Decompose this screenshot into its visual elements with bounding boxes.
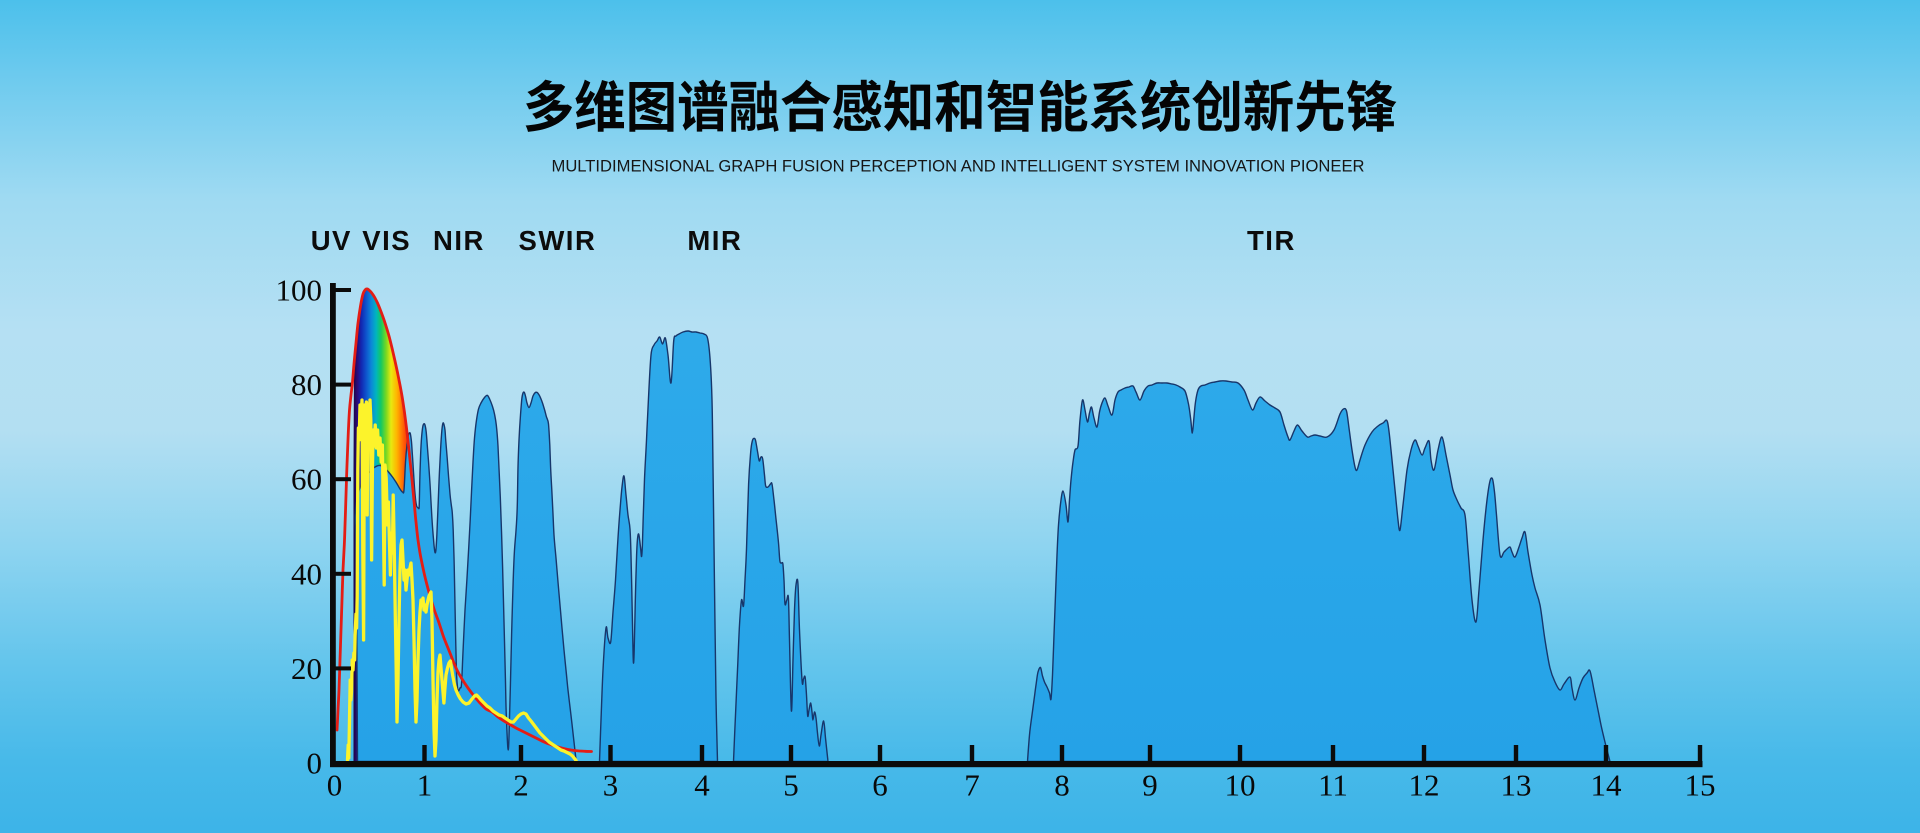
svg-text:VIS: VIS: [362, 225, 411, 256]
svg-text:7: 7: [964, 768, 980, 803]
svg-text:6: 6: [872, 768, 888, 803]
svg-text:40: 40: [291, 556, 322, 591]
svg-text:15: 15: [1685, 768, 1716, 803]
svg-text:MULTIDIMENSIONAL GRAPH FUSION: MULTIDIMENSIONAL GRAPH FUSION PERCEPTION…: [552, 157, 1365, 176]
svg-text:60: 60: [291, 462, 322, 497]
svg-text:SWIR: SWIR: [519, 225, 597, 256]
svg-text:NIR: NIR: [433, 225, 485, 256]
svg-text:3: 3: [603, 768, 619, 803]
svg-text:0: 0: [327, 768, 343, 803]
svg-text:5: 5: [783, 768, 799, 803]
svg-text:0: 0: [307, 746, 323, 781]
svg-text:2: 2: [513, 768, 529, 803]
svg-text:11: 11: [1318, 768, 1348, 803]
svg-text:20: 20: [291, 651, 322, 686]
svg-text:1: 1: [417, 768, 433, 803]
svg-text:80: 80: [291, 367, 322, 402]
svg-text:14: 14: [1591, 768, 1623, 803]
svg-text:12: 12: [1409, 768, 1440, 803]
svg-text:4: 4: [694, 768, 710, 803]
svg-text:9: 9: [1142, 768, 1158, 803]
svg-text:UV: UV: [311, 225, 352, 256]
svg-text:100: 100: [276, 273, 323, 308]
svg-text:8: 8: [1054, 768, 1070, 803]
svg-text:13: 13: [1501, 768, 1532, 803]
svg-text:MIR: MIR: [687, 225, 742, 256]
svg-text:TIR: TIR: [1247, 225, 1296, 256]
svg-text:10: 10: [1225, 768, 1256, 803]
